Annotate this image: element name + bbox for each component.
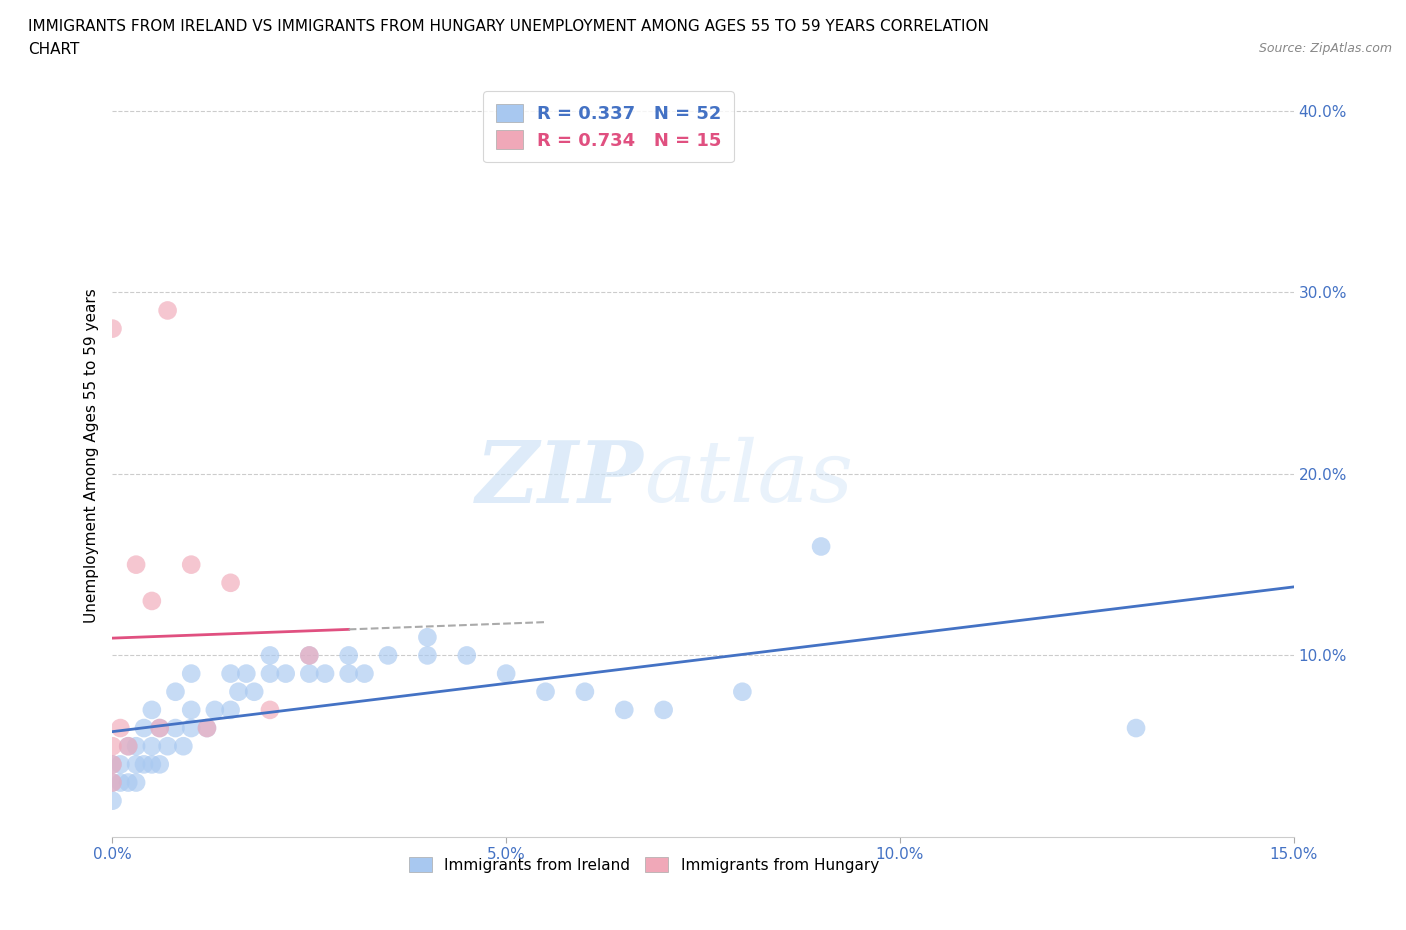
Point	[180, 721, 202, 736]
Point	[141, 593, 163, 608]
Point	[337, 666, 360, 681]
Point	[125, 738, 148, 753]
Point	[141, 702, 163, 717]
Point	[101, 775, 124, 790]
Point	[574, 684, 596, 699]
Point	[259, 648, 281, 663]
Point	[219, 702, 242, 717]
Point	[180, 557, 202, 572]
Point	[165, 684, 187, 699]
Point	[149, 757, 172, 772]
Point	[219, 576, 242, 591]
Point	[235, 666, 257, 681]
Point	[101, 321, 124, 336]
Point	[125, 757, 148, 772]
Legend: Immigrants from Ireland, Immigrants from Hungary: Immigrants from Ireland, Immigrants from…	[404, 851, 884, 879]
Point	[204, 702, 226, 717]
Point	[810, 539, 832, 554]
Point	[156, 303, 179, 318]
Point	[172, 738, 194, 753]
Point	[259, 702, 281, 717]
Point	[110, 721, 132, 736]
Point	[110, 757, 132, 772]
Text: CHART: CHART	[28, 42, 80, 57]
Point	[731, 684, 754, 699]
Point	[259, 666, 281, 681]
Point	[125, 775, 148, 790]
Point	[298, 648, 321, 663]
Point	[117, 738, 139, 753]
Point	[456, 648, 478, 663]
Point	[298, 648, 321, 663]
Point	[101, 793, 124, 808]
Point	[353, 666, 375, 681]
Text: IMMIGRANTS FROM IRELAND VS IMMIGRANTS FROM HUNGARY UNEMPLOYMENT AMONG AGES 55 TO: IMMIGRANTS FROM IRELAND VS IMMIGRANTS FR…	[28, 19, 988, 33]
Point	[156, 738, 179, 753]
Point	[314, 666, 336, 681]
Point	[165, 721, 187, 736]
Point	[416, 630, 439, 644]
Point	[195, 721, 218, 736]
Point	[180, 666, 202, 681]
Point	[125, 557, 148, 572]
Point	[337, 648, 360, 663]
Text: Source: ZipAtlas.com: Source: ZipAtlas.com	[1258, 42, 1392, 55]
Point	[298, 666, 321, 681]
Y-axis label: Unemployment Among Ages 55 to 59 years: Unemployment Among Ages 55 to 59 years	[83, 288, 98, 623]
Point	[110, 775, 132, 790]
Point	[219, 666, 242, 681]
Point	[180, 702, 202, 717]
Point	[377, 648, 399, 663]
Point	[101, 738, 124, 753]
Text: atlas: atlas	[644, 437, 853, 520]
Point	[1125, 721, 1147, 736]
Point	[117, 775, 139, 790]
Point	[274, 666, 297, 681]
Point	[101, 757, 124, 772]
Point	[132, 757, 155, 772]
Point	[141, 738, 163, 753]
Point	[149, 721, 172, 736]
Point	[228, 684, 250, 699]
Point	[613, 702, 636, 717]
Point	[243, 684, 266, 699]
Point	[495, 666, 517, 681]
Point	[534, 684, 557, 699]
Point	[141, 757, 163, 772]
Text: ZIP: ZIP	[477, 437, 644, 520]
Point	[149, 721, 172, 736]
Point	[195, 721, 218, 736]
Point	[416, 648, 439, 663]
Point	[652, 702, 675, 717]
Point	[132, 721, 155, 736]
Point	[117, 738, 139, 753]
Point	[101, 775, 124, 790]
Point	[101, 757, 124, 772]
